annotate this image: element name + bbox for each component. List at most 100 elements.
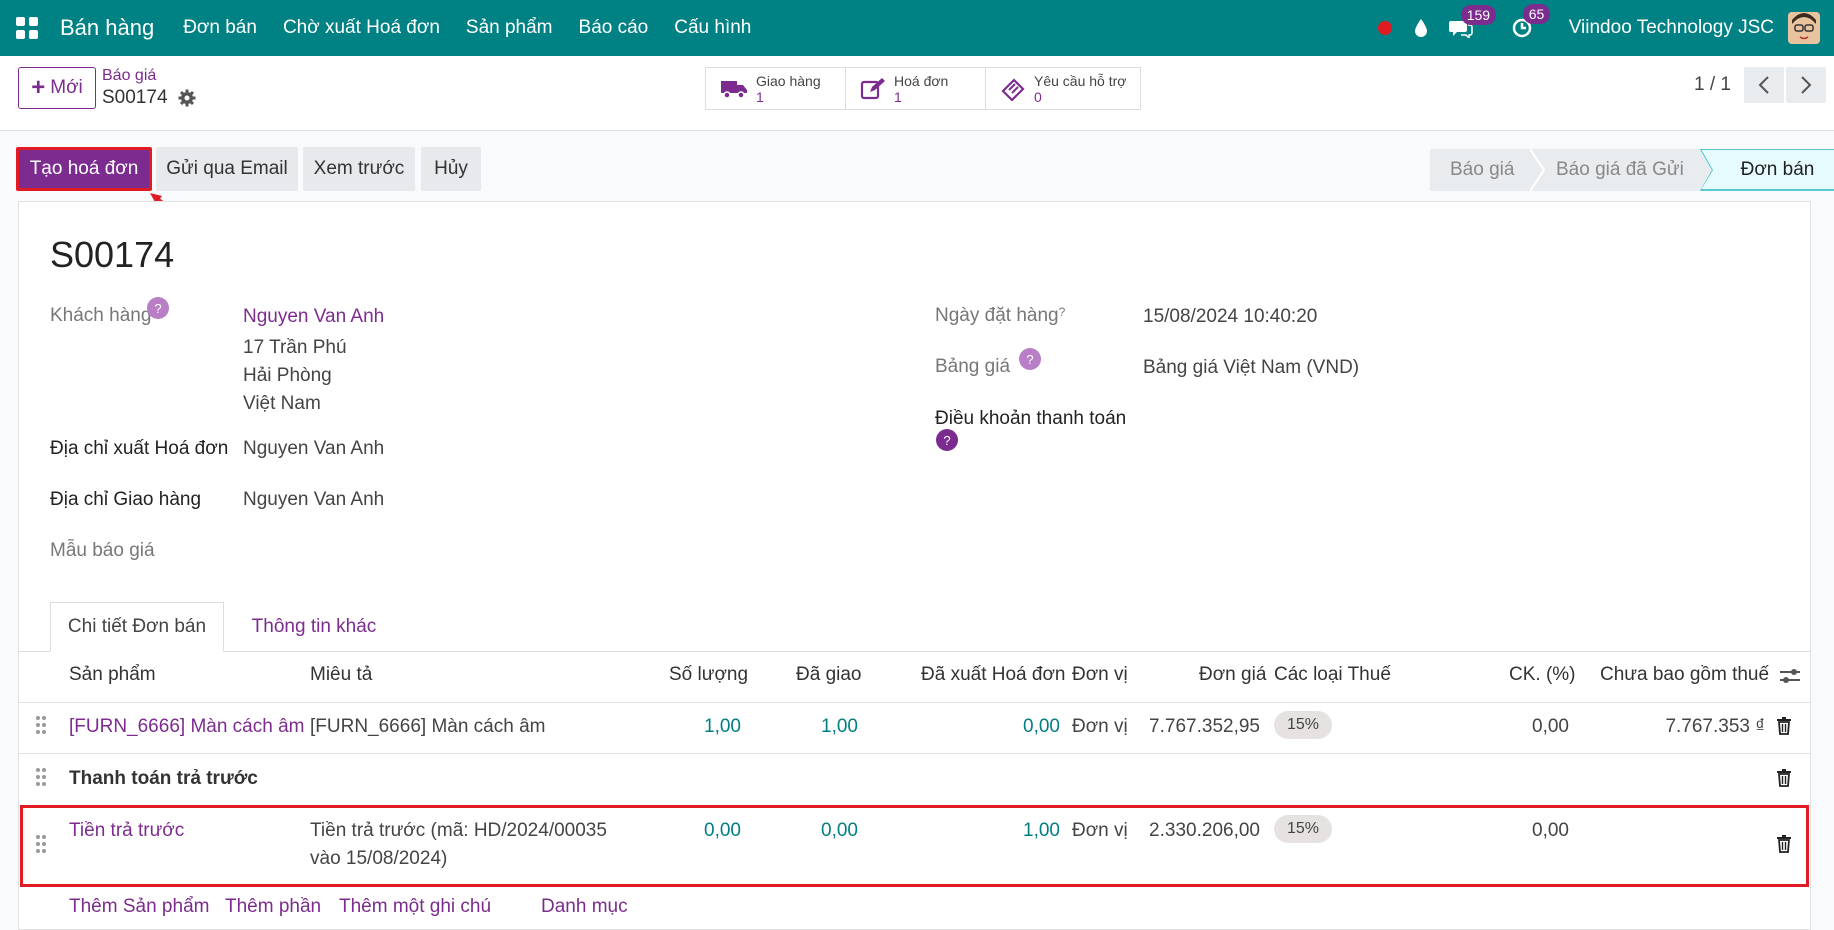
customer-address-country: Việt Nam [243, 393, 321, 414]
customer-address-city: Hải Phòng [243, 365, 332, 386]
top-navbar: Bán hàng Đơn bán Chờ xuất Hoá đơn Sản ph… [0, 0, 1834, 56]
add-section-link[interactable]: Thêm phần [225, 896, 322, 917]
line-invoiced: 0,00 [1023, 716, 1060, 737]
quote-template-label: Mẫu báo giá [50, 540, 155, 561]
record-dot-icon[interactable] [1377, 20, 1393, 36]
row-divider [19, 753, 1810, 754]
drag-handle-icon[interactable] [35, 767, 47, 787]
add-product-link[interactable]: Thêm Sản phẩm [69, 896, 210, 917]
help-icon[interactable]: ? [1019, 348, 1041, 370]
line-uom[interactable]: Đơn vị [1072, 716, 1128, 737]
menu-reporting[interactable]: Báo cáo [578, 17, 649, 38]
stage-sales-order[interactable]: Đơn bán [1700, 149, 1834, 191]
line-discount[interactable]: 0,00 [1532, 716, 1569, 737]
line-tax-tag[interactable]: 15% [1274, 815, 1333, 843]
drag-handle-icon[interactable] [35, 715, 47, 735]
line-tax-tag[interactable]: 15% [1274, 711, 1333, 739]
breadcrumb-parent[interactable]: Báo giá [102, 67, 157, 84]
delivery-address-field[interactable]: Nguyen Van Anh [243, 489, 385, 510]
line-discount[interactable]: 0,00 [1532, 820, 1569, 841]
customer-field[interactable]: Nguyen Van Anh [243, 306, 385, 327]
line-quantity[interactable]: 0,00 [704, 820, 741, 841]
trash-icon[interactable] [1777, 835, 1791, 853]
trash-icon[interactable] [1777, 717, 1791, 735]
line-product[interactable]: Tiền trả trước [69, 820, 185, 841]
line-description[interactable]: [FURN_6666] Màn cách âm [310, 716, 546, 737]
stage-sales-order-label: Đơn bán [1740, 159, 1815, 180]
line-quantity[interactable]: 1,00 [704, 716, 741, 737]
column-header-quantity[interactable]: Số lượng [669, 664, 749, 685]
line-description[interactable]: Tiền trả trước (mã: HD/2024/00035 [310, 820, 607, 841]
column-header-delivered[interactable]: Đã giao [796, 664, 862, 685]
stage-quotation-sent[interactable]: Báo giá đã Gửi [1550, 149, 1700, 191]
user-avatar[interactable] [1788, 12, 1820, 44]
delivery-address-label: Địa chỉ Giao hàng [50, 489, 202, 510]
activities-clock-icon[interactable]: 65 [1511, 4, 1551, 39]
menu-configuration[interactable]: Cấu hình [674, 17, 752, 38]
status-bar: Báo giá Báo giá đã Gửi Đơn bán [1430, 149, 1834, 191]
smart-button-delivery[interactable]: Giao hàng 1 [706, 68, 846, 109]
column-header-uom[interactable]: Đơn vị [1072, 664, 1128, 685]
form-sheet: S00174 Khách hàng ? Nguyen Van Anh 17 Tr… [18, 201, 1811, 930]
column-header-unit-price[interactable]: Đơn giá [1199, 664, 1267, 685]
help-icon[interactable]: ? [936, 429, 958, 451]
preview-button[interactable]: Xem trước [303, 147, 415, 191]
menu-products[interactable]: Sản phẩm [465, 17, 553, 38]
annotation-highlight-box [20, 805, 1809, 887]
catalog-link[interactable]: Danh mục [541, 896, 628, 917]
gear-icon[interactable] [178, 89, 196, 107]
column-header-description[interactable]: Miêu tả [310, 664, 373, 685]
tab-order-lines[interactable]: Chi tiết Đơn bán [50, 602, 224, 652]
optional-columns-icon[interactable] [1779, 666, 1801, 686]
app-name[interactable]: Bán hàng [60, 15, 155, 40]
line-invoiced: 1,00 [1023, 820, 1060, 841]
section-line-title[interactable]: Thanh toán trả trước [69, 768, 258, 789]
pager-next-button[interactable] [1786, 67, 1826, 103]
messages-icon[interactable]: 159 [1448, 5, 1497, 38]
tab-other-info[interactable]: Thông tin khác [251, 616, 377, 637]
column-header-subtotal[interactable]: Chưa bao gồm thuế [1600, 664, 1770, 685]
water-drop-icon[interactable] [1413, 18, 1429, 38]
help-icon[interactable]: ? [147, 297, 169, 319]
edit-icon [860, 77, 886, 101]
menu-to-invoice[interactable]: Chờ xuất Hoá đơn [282, 17, 440, 38]
trash-icon[interactable] [1777, 769, 1791, 787]
new-button[interactable]: + Mới [18, 67, 96, 109]
stage-separator-icon [1530, 149, 1550, 191]
line-delivered[interactable]: 1,00 [821, 716, 858, 737]
order-date-field[interactable]: 15/08/2024 10:40:20 [1143, 306, 1318, 327]
invoice-address-label: Địa chỉ xuất Hoá đơn [50, 438, 229, 459]
line-unit-price[interactable]: 7.767.352,95 [1149, 716, 1260, 737]
cancel-button[interactable]: Hủy [421, 147, 481, 191]
line-unit-price[interactable]: 2.330.206,00 [1149, 820, 1260, 841]
activities-count-badge: 65 [1522, 4, 1551, 24]
send-email-button[interactable]: Gửi qua Email [156, 147, 298, 191]
smart-button-invoices[interactable]: Hoá đơn 1 [846, 68, 986, 109]
column-header-invoiced[interactable]: Đã xuất Hoá đơn [921, 664, 1066, 685]
stage-quotation[interactable]: Báo giá [1430, 149, 1530, 191]
company-switcher[interactable]: Viindoo Technology JSC [1568, 17, 1774, 38]
pricelist-field[interactable]: Bảng giá Việt Nam (VND) [1143, 357, 1360, 378]
ticket-icon [1000, 77, 1026, 101]
apps-menu-icon[interactable] [16, 17, 38, 39]
line-product[interactable]: [FURN_6666] Màn cách âm [69, 716, 305, 737]
column-header-discount[interactable]: CK. (%) [1509, 664, 1576, 685]
drag-handle-icon[interactable] [35, 834, 47, 854]
pager-value[interactable]: 1 / 1 [1694, 74, 1731, 95]
line-delivered[interactable]: 0,00 [821, 820, 858, 841]
line-uom[interactable]: Đơn vị [1072, 820, 1128, 841]
smart-button-count: 1 [756, 88, 764, 105]
smart-button-count: 0 [1034, 88, 1042, 105]
smart-button-tickets[interactable]: Yêu cầu hỗ trợ 0 [986, 68, 1140, 109]
invoice-address-field[interactable]: Nguyen Van Anh [243, 438, 385, 459]
smart-button-label: Giao hàng [756, 72, 821, 89]
create-invoice-button[interactable]: Tạo hoá đơn [16, 147, 152, 191]
pager-previous-button[interactable] [1744, 67, 1784, 103]
column-header-taxes[interactable]: Các loại Thuế [1274, 664, 1391, 685]
add-note-link[interactable]: Thêm một ghi chú [339, 896, 492, 917]
smart-button-count: 1 [894, 88, 902, 105]
column-header-product[interactable]: Sản phẩm [69, 664, 156, 685]
menu-orders[interactable]: Đơn bán [183, 17, 257, 38]
customer-label: Khách hàng [50, 305, 152, 326]
payment-terms-label: Điều khoản thanh toán [935, 408, 1127, 429]
